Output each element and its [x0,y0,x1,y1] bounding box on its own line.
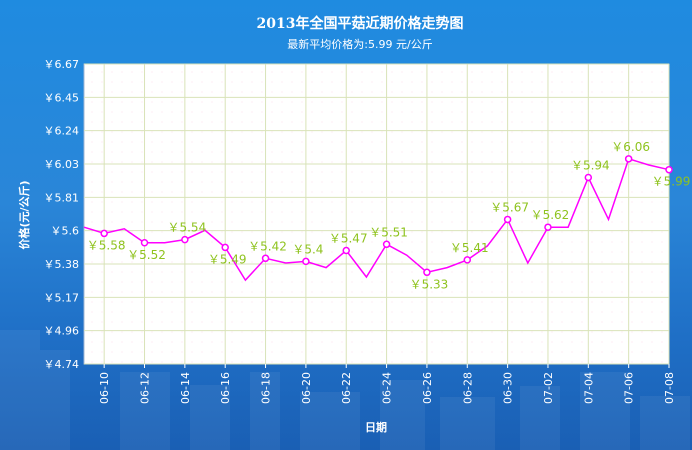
background-bar [40,350,70,450]
background-decoration [0,330,690,450]
data-point [463,256,472,264]
x-tick-label: 06-22 [340,372,353,404]
x-axis-label: 日期 [365,420,387,434]
x-tick-label: 07-08 [663,372,676,404]
data-label: ￥5.99 [652,175,691,189]
data-label: ￥6.06 [611,140,650,154]
x-tick-label: 06-24 [381,372,394,404]
data-point [181,235,189,244]
x-tick-label: 06-16 [219,372,232,404]
y-tick-label: ￥6.45 [44,91,80,104]
background-bar [120,372,170,450]
data-label: ￥5.58 [87,238,126,252]
background-bar [640,396,690,450]
y-tick-label: ￥6.24 [44,125,80,138]
chart-title: 2013年全国平菇近期价格走势图 [257,15,464,32]
x-tick-label: 07-06 [623,372,636,404]
x-tick-label: 06-20 [300,372,313,404]
y-tick-label: ￥4.74 [44,358,80,371]
data-point [140,239,149,247]
data-point [584,173,593,182]
data-point [382,240,391,249]
x-axis-tick-labels: 06-10 06-12 06-14 06-16 06-18 06-20 06-22 06-24… [98,364,676,404]
background-bar [580,372,630,450]
data-point [302,257,310,266]
background-bar [440,397,495,450]
data-label: ￥5.62 [531,208,570,222]
x-tick-label: 06-10 [98,372,111,404]
y-tick-label: ￥4.96 [44,325,80,338]
background-bar [520,386,560,450]
data-point [261,254,270,263]
chart-subtitle: 最新平均价格为:5.99 元/公斤 [287,37,432,51]
data-label: ￥5.49 [208,252,247,266]
y-tick-label: ￥5.81 [44,191,80,204]
x-tick-label: 06-30 [502,372,515,404]
x-tick-label: 06-26 [421,372,434,404]
data-label: ￥5.94 [571,158,610,172]
background-bar [190,385,230,450]
data-point [665,165,673,174]
x-tick-label: 07-04 [582,372,595,404]
y-axis-tick-labels: ￥6.67 ￥6.45 ￥6.24 ￥6.03 ￥5.81 ￥5.6 ￥5.38 ￥5.17 ￥… [44,58,80,371]
data-label: ￥5.54 [167,221,206,235]
data-point [423,268,431,277]
data-label: ￥5.33 [410,277,449,291]
data-label: ￥5.67 [490,200,529,214]
x-tick-label: 06-12 [139,372,152,404]
x-tick-label: 06-18 [260,372,273,404]
data-point-markers [100,155,673,277]
background-bar [250,372,280,450]
y-axis-label: 价格(元/公斤) [17,180,31,249]
vertical-gridlines [103,64,670,364]
x-tick-label: 07-02 [542,372,555,404]
data-labels: ￥5.58￥5.52￥5.54 ￥5.49￥5.42 ￥5.4 ￥5.47 ￥5.51 ￥… [87,140,691,291]
data-label: ￥5.51 [369,225,408,239]
data-label: ￥5.4 [292,242,323,256]
y-tick-label: ￥5.6 [51,225,80,238]
y-tick-label: ￥5.17 [44,291,80,304]
y-tick-label: ￥5.38 [44,258,80,271]
plot-background-pattern [84,64,669,364]
data-label: ￥5.47 [329,232,368,246]
horizontal-gridlines [84,63,669,365]
x-tick-label: 06-14 [179,372,192,404]
background-bar [380,380,425,450]
data-label: ￥5.42 [248,239,287,253]
background-bar [300,392,360,450]
data-point [100,229,108,238]
background-bar [0,330,40,450]
data-point [221,243,229,252]
data-point [503,215,512,224]
data-point [544,223,552,231]
data-point [624,155,633,163]
y-tick-label: ￥6.67 [44,58,80,71]
data-label: ￥5.52 [127,248,166,262]
x-tick-label: 06-28 [461,372,474,404]
y-tick-label: ￥6.03 [44,158,80,171]
data-label: ￥5.41 [450,241,489,255]
data-point [342,246,350,255]
